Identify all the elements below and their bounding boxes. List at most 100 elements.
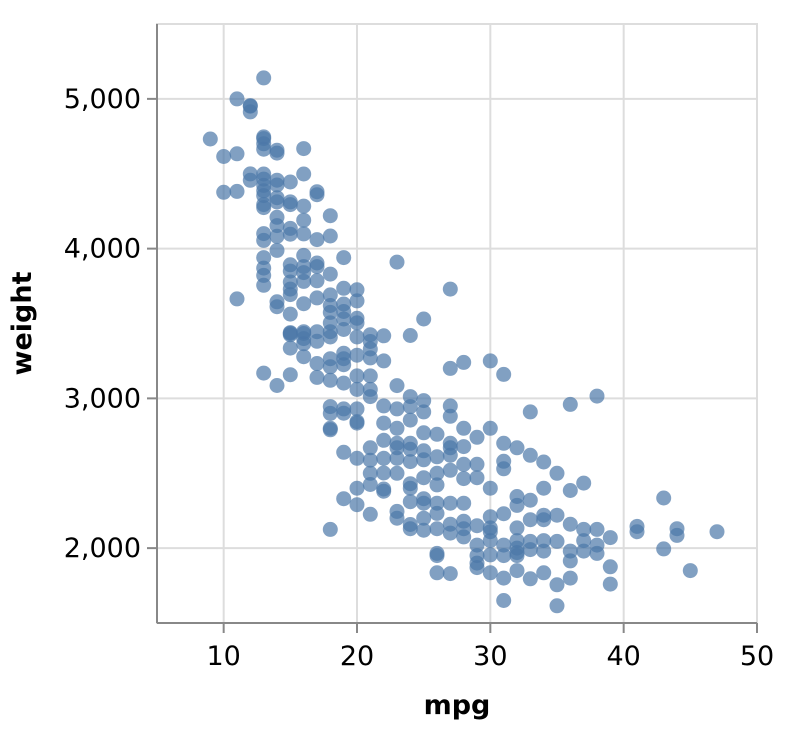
data-point [416, 495, 432, 511]
data-point [269, 194, 285, 210]
data-point [389, 401, 405, 417]
data-point [496, 548, 512, 564]
data-point [429, 426, 445, 442]
data-point [456, 495, 472, 511]
data-point [456, 529, 472, 545]
data-point [282, 263, 298, 279]
data-point [442, 447, 458, 463]
data-point [402, 328, 418, 343]
data-point [456, 456, 472, 472]
data-point [496, 593, 512, 608]
data-point [269, 378, 285, 393]
data-point [282, 340, 298, 356]
data-point [522, 542, 538, 558]
x-tick-label: 20 [340, 641, 374, 672]
data-point [296, 166, 312, 182]
data-point [376, 432, 392, 448]
x-tick-label: 40 [606, 641, 640, 672]
data-point [322, 266, 338, 282]
data-point [429, 548, 445, 564]
data-point [469, 560, 485, 576]
data-point [562, 483, 578, 498]
data-point [549, 577, 565, 593]
x-tick-label: 10 [206, 641, 240, 672]
data-point [469, 456, 485, 472]
data-point [416, 470, 432, 486]
data-point [549, 465, 565, 481]
data-point [656, 541, 672, 557]
data-point [322, 372, 338, 388]
data-point [509, 440, 525, 456]
data-point [496, 366, 512, 382]
data-point [296, 198, 312, 214]
data-point [442, 525, 458, 541]
data-point [349, 381, 365, 397]
data-point [336, 311, 352, 327]
data-point [282, 197, 298, 213]
data-point [442, 495, 458, 511]
data-point [322, 329, 338, 345]
data-point [269, 242, 285, 258]
data-point [256, 250, 272, 266]
data-point [536, 512, 552, 528]
data-point [322, 422, 338, 438]
data-point [402, 480, 418, 496]
data-point [469, 518, 485, 534]
data-point [602, 576, 618, 592]
data-point [322, 287, 338, 303]
data-point [349, 368, 365, 384]
data-point [549, 533, 565, 549]
data-point [349, 497, 365, 513]
data-point [482, 565, 498, 581]
data-point [709, 524, 725, 540]
data-point [442, 281, 458, 297]
data-point [429, 521, 445, 537]
data-point [589, 388, 605, 404]
data-point [589, 545, 605, 561]
data-point [269, 145, 285, 161]
data-point [469, 537, 485, 553]
y-axis-title: weight [7, 271, 38, 375]
data-point [442, 398, 458, 414]
data-point [349, 282, 365, 298]
data-point [229, 91, 245, 107]
points-layer [202, 70, 725, 614]
data-point [482, 509, 498, 525]
data-point [256, 70, 272, 86]
data-point [416, 510, 432, 526]
data-point [549, 598, 565, 614]
data-point [536, 533, 552, 549]
data-point [282, 367, 298, 383]
data-point [376, 450, 392, 466]
data-point [256, 277, 272, 293]
data-point [282, 174, 298, 190]
data-point [402, 494, 418, 510]
data-point [389, 378, 405, 394]
data-point [456, 439, 472, 455]
data-point [336, 250, 352, 266]
x-tick-label: 50 [740, 641, 774, 672]
data-point [362, 506, 378, 522]
data-point [576, 533, 592, 549]
data-point [482, 533, 498, 549]
data-point [456, 471, 472, 487]
data-point [669, 527, 685, 543]
data-point [296, 141, 312, 157]
data-point [362, 465, 378, 481]
data-point [362, 389, 378, 405]
x-tick-label: 30 [473, 641, 507, 672]
data-point [349, 450, 365, 466]
data-point [509, 548, 525, 564]
data-point [242, 104, 258, 120]
data-point [402, 412, 418, 428]
data-point [309, 369, 325, 385]
data-point [442, 462, 458, 478]
data-point [229, 146, 245, 162]
data-point [456, 420, 472, 436]
data-point [336, 444, 352, 460]
data-point [269, 177, 285, 193]
data-point [402, 441, 418, 457]
data-point [456, 354, 472, 370]
data-point [522, 571, 538, 587]
